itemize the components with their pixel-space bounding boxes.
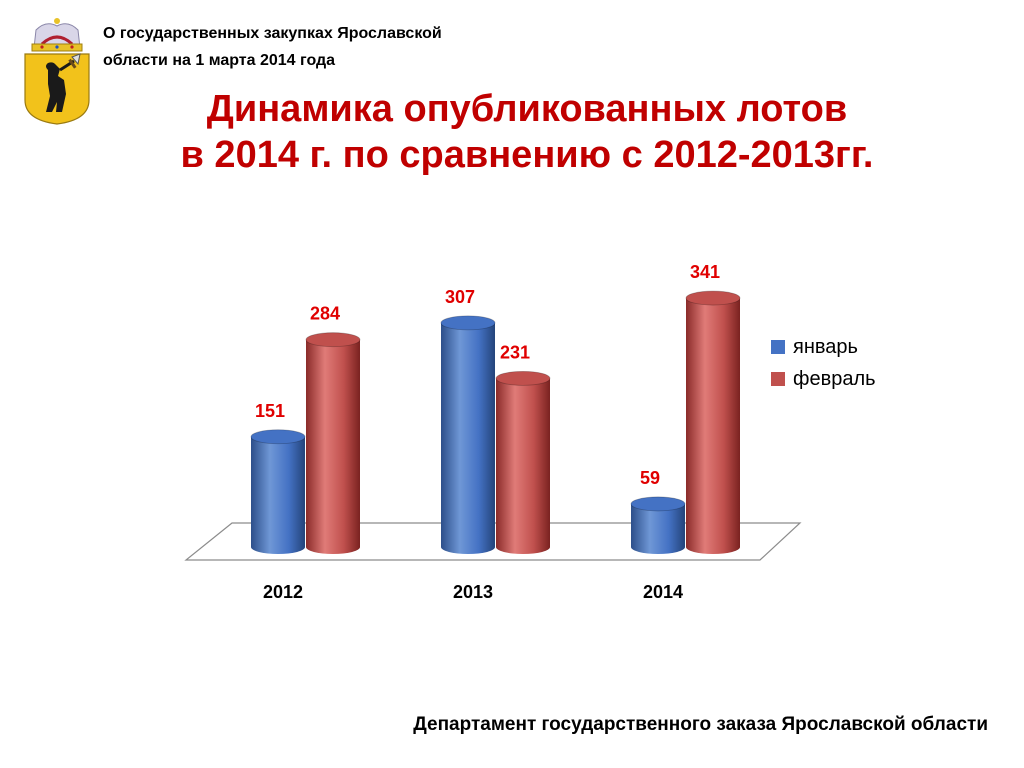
bar-2013-january: 307 (440, 287, 496, 554)
data-label: 231 (500, 342, 530, 362)
data-label: 59 (640, 468, 660, 488)
legend-label: январь (793, 336, 858, 358)
bar-2014-february: 341 (685, 262, 741, 554)
legend-label: февраль (793, 368, 876, 390)
bar-2014-january: 59 (630, 468, 686, 554)
header-line-2: области на 1 марта 2014 года (103, 52, 336, 69)
crown-icon (31, 18, 83, 52)
header-line-1: О государственных закупках Ярославской (103, 25, 442, 42)
x-tick-label: 2014 (643, 582, 683, 602)
data-label: 284 (310, 304, 340, 324)
x-tick-label: 2012 (263, 582, 303, 602)
data-label: 341 (690, 262, 720, 282)
bar-2012-january: 151 (250, 401, 306, 554)
data-label: 151 (255, 401, 285, 421)
bear-icon (46, 53, 81, 112)
legend-item-february: февраль (771, 368, 876, 390)
page-title: Динамика опубликованных лотов в 2014 г. … (0, 86, 1024, 178)
bar-2013-february: 231 (495, 342, 551, 554)
title-line-2: в 2014 г. по сравнению с 2012-2013гг. (180, 134, 874, 176)
legend-swatch (771, 340, 785, 354)
title-line-1: Динамика опубликованных лотов (206, 88, 848, 130)
data-label: 307 (445, 287, 475, 307)
footer-department: Департамент государственного заказа Ярос… (413, 714, 988, 735)
legend-swatch (771, 372, 785, 386)
legend-item-january: январь (771, 336, 858, 358)
coat-of-arms-emblem (24, 18, 90, 125)
x-tick-label: 2013 (453, 582, 493, 602)
bar-2012-february: 284 (305, 304, 361, 554)
header-subtitle: О государственных закупках Ярославской о… (103, 20, 442, 74)
